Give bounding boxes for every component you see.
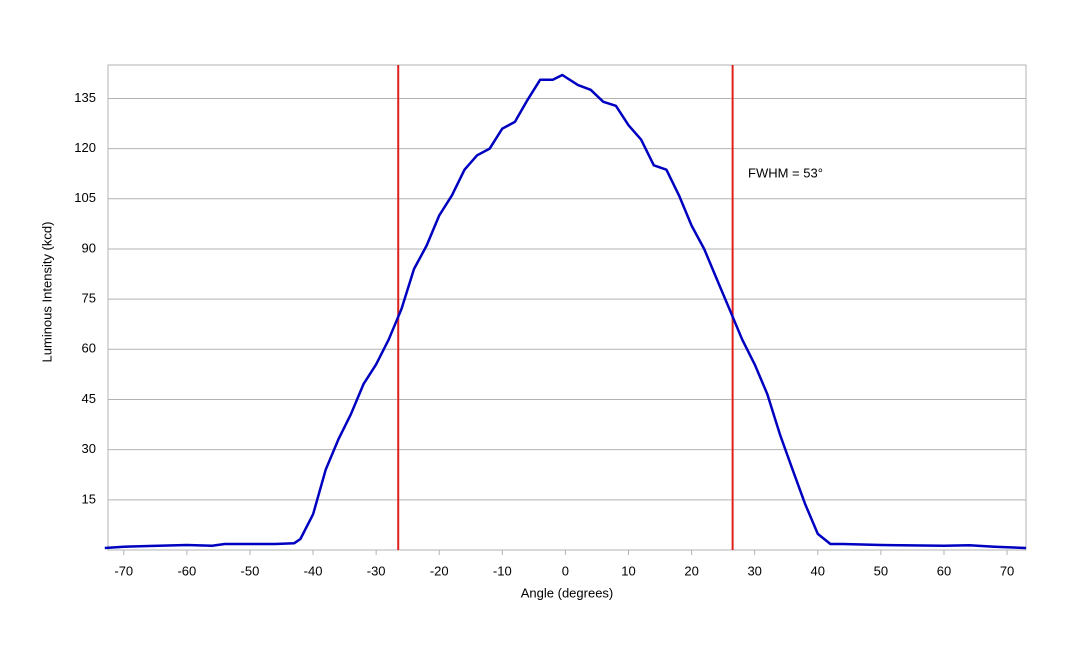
y-tick-label: 105 [74,190,96,205]
x-axis-label: Angle (degrees) [521,585,614,600]
x-tick-label: 10 [621,563,635,578]
y-tick-label: 120 [74,140,96,155]
y-tick-label: 15 [82,491,96,506]
y-tick-label: 60 [82,341,96,356]
x-tick-label: 70 [1000,563,1014,578]
x-tick-label: -30 [367,563,386,578]
x-tick-label: 30 [747,563,761,578]
x-tick-label: -70 [114,563,133,578]
x-tick-label: 60 [937,563,951,578]
x-tick-label: 50 [874,563,888,578]
y-tick-label: 135 [74,90,96,105]
x-tick-label: 20 [684,563,698,578]
x-tick-label: -40 [304,563,323,578]
y-tick-label: 30 [82,441,96,456]
y-tick-label: 75 [82,291,96,306]
x-tick-label: 40 [811,563,825,578]
y-tick-label: 90 [82,240,96,255]
y-tick-label: 45 [82,391,96,406]
x-tick-label: -50 [241,563,260,578]
x-tick-label: -10 [493,563,512,578]
x-tick-label: -20 [430,563,449,578]
data-line [104,73,1027,550]
x-tick-label: 0 [562,563,569,578]
annotation: FWHM = 53° [748,165,823,180]
plot-area [107,64,1027,551]
x-tick-label: -60 [177,563,196,578]
y-axis-label: Luminous Intensity (kcd) [39,222,54,363]
